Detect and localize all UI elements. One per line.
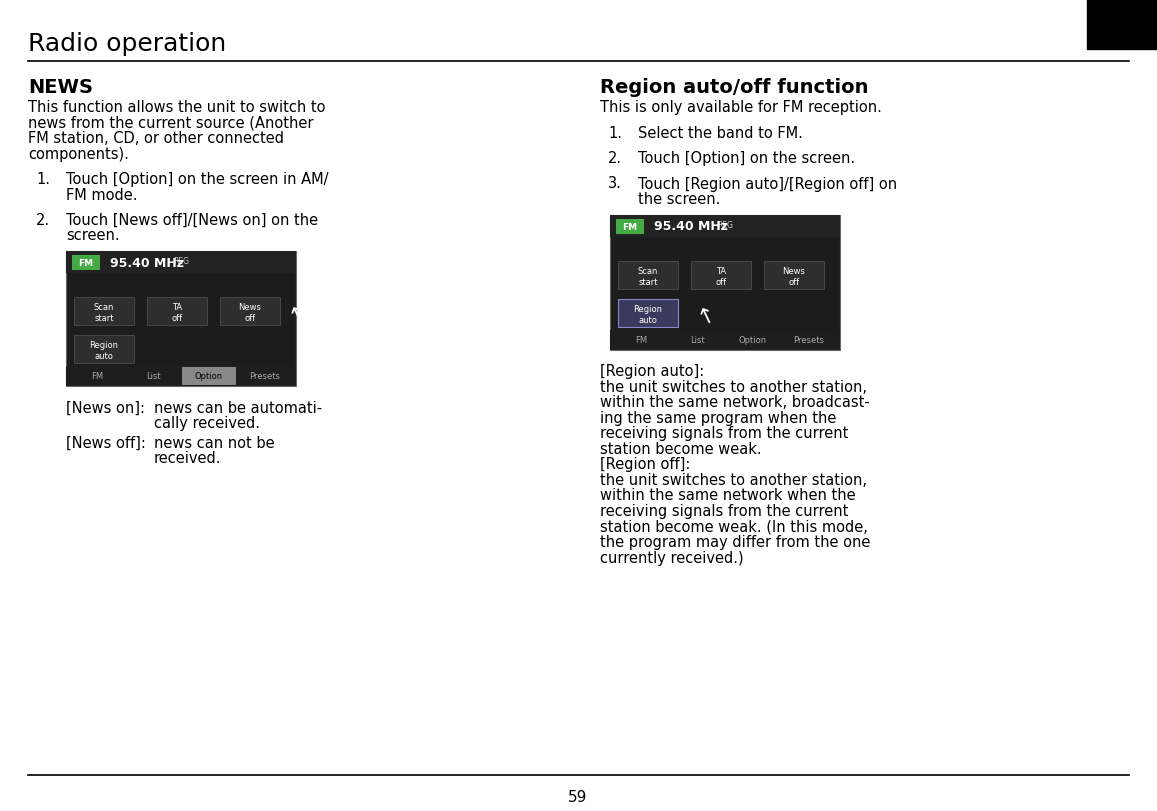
Bar [610,215,840,350]
Bar [691,261,751,290]
Text: [News on]:: [News on]: [66,401,145,415]
Text: [Region auto]:: [Region auto]: [600,364,705,379]
Text: 1.: 1. [36,172,50,187]
Text: ↖: ↖ [283,303,309,328]
Text: NEWS: NEWS [28,78,93,97]
Text: List: List [146,372,161,381]
Text: station become weak.: station become weak. [600,441,761,457]
Text: receiving signals from the current: receiving signals from the current [600,504,848,518]
Text: news can be automati-: news can be automati- [154,401,322,415]
Text: 3.: 3. [607,176,621,191]
Text: Region auto/off function: Region auto/off function [600,78,869,97]
Text: ing the same program when the: ing the same program when the [600,410,837,426]
Bar [182,367,236,385]
Text: off: off [715,277,727,286]
Text: Touch [Region auto]/[Region off] on: Touch [Region auto]/[Region off] on [638,176,897,191]
Text: Presets: Presets [250,372,280,381]
Text: 2.: 2. [607,151,622,165]
Text: cally received.: cally received. [154,416,260,431]
Text: REG: REG [174,257,189,266]
Text: the unit switches to another station,: the unit switches to another station, [600,473,867,487]
Bar [220,298,280,325]
Text: TA: TA [172,303,182,312]
Text: the screen.: the screen. [638,191,721,207]
Bar [66,251,296,387]
Text: receiving signals from the current: receiving signals from the current [600,426,848,441]
Text: screen.: screen. [66,228,119,243]
Text: 2.: 2. [36,212,50,228]
Text: off: off [788,277,799,286]
Text: off: off [244,314,256,323]
Text: Option: Option [194,372,223,381]
Text: 1.: 1. [607,126,622,140]
Text: ↖: ↖ [693,305,717,330]
Text: 95.40 MHz: 95.40 MHz [654,221,728,234]
Text: FM: FM [622,222,638,231]
Text: List: List [690,336,705,345]
Bar [610,330,840,350]
Text: This is only available for FM reception.: This is only available for FM reception. [600,100,882,115]
Text: FM: FM [79,259,94,268]
Text: Region: Region [634,305,663,314]
Bar [74,298,134,325]
Text: currently received.): currently received.) [600,550,744,564]
Text: This function allows the unit to switch to: This function allows the unit to switch … [28,100,325,115]
Text: News: News [238,303,261,312]
Text: Touch [Option] on the screen in AM/: Touch [Option] on the screen in AM/ [66,172,329,187]
Bar [764,261,824,290]
Text: Scan: Scan [94,303,115,312]
Text: FM: FM [91,372,103,381]
Text: Option: Option [739,336,767,345]
Text: station become weak. (In this mode,: station become weak. (In this mode, [600,519,868,534]
Bar [618,299,678,327]
Text: within the same network, broadcast-: within the same network, broadcast- [600,395,870,410]
Text: [News off]:: [News off]: [66,436,146,450]
Text: TA: TA [716,267,727,276]
Text: FM mode.: FM mode. [66,187,138,202]
Text: news from the current source (Another: news from the current source (Another [28,115,314,131]
Text: start: start [94,314,113,323]
Text: Touch [News off]/[News on] on the: Touch [News off]/[News on] on the [66,212,318,228]
Text: [Region off]:: [Region off]: [600,457,691,472]
Bar [66,251,296,273]
Text: FM: FM [635,336,647,345]
Bar [72,255,100,271]
Bar [66,367,296,387]
Text: FM station, CD, or other connected: FM station, CD, or other connected [28,131,283,146]
Text: within the same network when the: within the same network when the [600,488,856,503]
Text: 59: 59 [568,789,588,804]
Text: News: News [782,267,805,276]
Text: Select the band to FM.: Select the band to FM. [638,126,803,140]
Text: auto: auto [95,352,113,361]
Text: received.: received. [154,451,221,466]
Text: REG: REG [717,221,734,230]
Bar [1086,0,1157,50]
Text: Touch [Option] on the screen.: Touch [Option] on the screen. [638,151,855,165]
Text: Presets: Presets [794,336,825,345]
Text: Radio operation: Radio operation [28,32,227,56]
Text: Region: Region [89,341,118,350]
Bar [618,261,678,290]
Text: the unit switches to another station,: the unit switches to another station, [600,380,867,394]
Text: components).: components). [28,146,128,161]
Bar [610,215,840,237]
Text: off: off [171,314,183,323]
Bar [616,219,644,234]
Bar [147,298,207,325]
Text: the program may differ from the one: the program may differ from the one [600,534,870,549]
Text: auto: auto [639,315,657,324]
Text: Scan: Scan [638,267,658,276]
Bar [74,336,134,363]
Text: 95.40 MHz: 95.40 MHz [110,257,184,270]
Text: news can not be: news can not be [154,436,274,450]
Text: start: start [639,277,657,286]
